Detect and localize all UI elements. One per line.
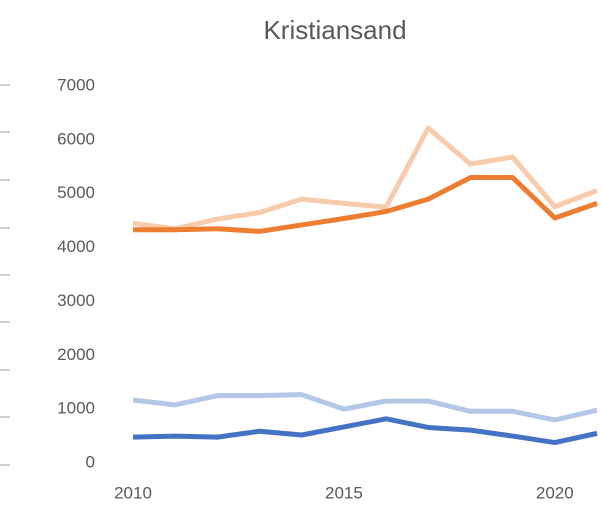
left-edge-ticks xyxy=(0,84,10,466)
x-tick-label: 2010 xyxy=(114,483,152,502)
y-tick-label: 6000 xyxy=(57,129,95,148)
y-tick-label: 3000 xyxy=(57,291,95,310)
y-tick-label: 7000 xyxy=(57,75,95,94)
x-tick-label: 2015 xyxy=(325,483,363,502)
y-tick-label: 1000 xyxy=(57,399,95,418)
series-line xyxy=(133,175,598,234)
y-tick-label: 5000 xyxy=(57,183,95,202)
y-tick-label: 4000 xyxy=(57,237,95,256)
y-tick-label: 2000 xyxy=(57,345,95,364)
series-line xyxy=(132,392,598,423)
x-tick-label: 2020 xyxy=(536,483,574,502)
series-line xyxy=(132,125,598,232)
series-line xyxy=(132,416,598,446)
y-tick-label: 0 xyxy=(86,452,95,471)
chart-title: Kristiansand xyxy=(263,15,406,45)
